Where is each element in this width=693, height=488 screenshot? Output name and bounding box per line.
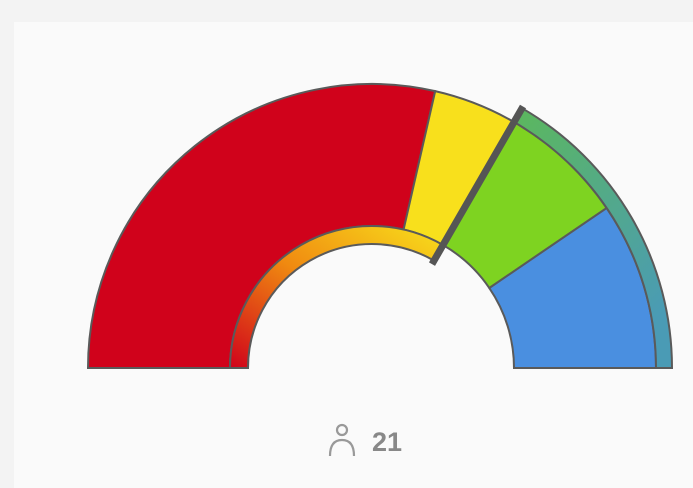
person-icon <box>328 423 356 457</box>
separator <box>428 104 527 266</box>
count: 21 <box>372 427 402 457</box>
outer-band <box>512 106 674 369</box>
